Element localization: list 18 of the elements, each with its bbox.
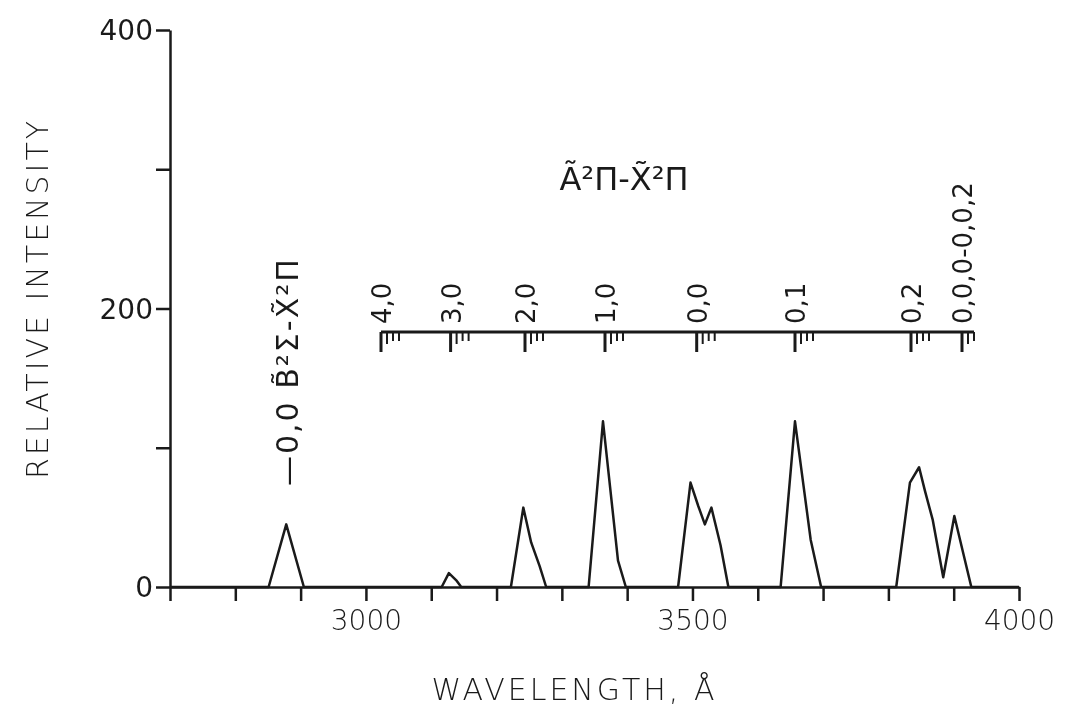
annotation: 0,1 xyxy=(781,282,811,324)
annotation: 1,0 xyxy=(591,282,621,324)
y-axis-title: RELATIVE INTENSITY xyxy=(20,117,55,480)
x-tick-label: 4000 xyxy=(983,604,1056,637)
y-tick-label: 400 xyxy=(99,14,153,48)
annotation: Ã²Π-X̃²Π xyxy=(559,160,689,199)
x-axis-title: WAVELENGTH, Å xyxy=(431,671,718,707)
annotation: 0,2 xyxy=(897,282,927,324)
annotation: 3,0 xyxy=(436,282,467,324)
y-tick-label: 0 xyxy=(135,571,153,605)
annotation: 0,0 xyxy=(682,282,713,324)
annotation: 4,0 xyxy=(367,282,397,324)
y-tick-label: 200 xyxy=(99,292,153,326)
annotation: 0,0,0-0,0,2 xyxy=(948,182,978,324)
x-tick-label: 3500 xyxy=(657,604,729,637)
x-tick-label: 3000 xyxy=(330,604,403,637)
annotation: 2,0 xyxy=(511,282,541,324)
annotation: —0,0 B̃²Σ-X̃²Π xyxy=(270,257,305,486)
